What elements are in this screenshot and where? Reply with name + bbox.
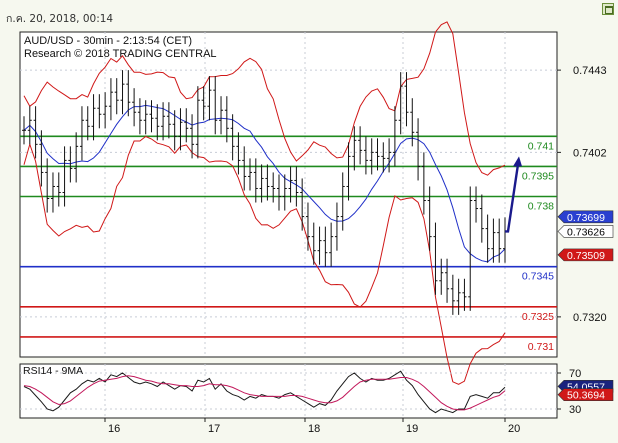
x-tick-label: 16 [108, 423, 120, 435]
price-tag-label: 0.73699 [567, 212, 605, 224]
rsi-value-label: 50.3694 [567, 390, 605, 402]
chart-subtitle: Research © 2018 TRADING CENTRAL [24, 48, 217, 60]
x-tick-label: 17 [208, 423, 220, 435]
chart-title: AUD/USD - 30min - 2:13:54 (CET) [24, 35, 192, 47]
price-tag-label: 0.73626 [567, 226, 605, 238]
rsi-plot-area [19, 363, 558, 419]
level-label: 0.7325 [522, 311, 554, 323]
main-plot-area [19, 31, 558, 358]
level-label: 0.7395 [522, 170, 554, 182]
y-tick-label: 0.7443 [573, 65, 607, 77]
rsi-tick-label: 70 [569, 368, 581, 380]
y-tick-label: 0.7402 [573, 147, 607, 159]
bollinger-lower-band [23, 135, 506, 385]
rsi-tick-label: 30 [569, 404, 581, 416]
rsi-ma-line [23, 375, 506, 411]
moving-average-line [23, 104, 506, 263]
price-tag-label: 0.73509 [567, 250, 605, 262]
maximize-icon[interactable] [602, 3, 614, 15]
timestamp-label: ก.ค. 20, 2018, 00:14 [6, 13, 114, 25]
rsi-line [23, 370, 506, 414]
level-label: 0.7345 [522, 271, 554, 283]
rsi-title: RSI14 - 9MA [23, 365, 83, 377]
y-tick-label: 0.7320 [573, 312, 607, 324]
x-tick-label: 20 [508, 423, 520, 435]
price-tag [557, 248, 614, 262]
level-label: 0.738 [528, 201, 554, 213]
forecast-arrow [505, 164, 520, 233]
rsi-value-tag [557, 388, 614, 401]
x-tick-label: 18 [308, 423, 320, 435]
price-tag [557, 225, 614, 238]
level-label: 0.731 [528, 341, 554, 353]
price-tag [557, 210, 614, 224]
forecast-arrowhead [513, 156, 522, 167]
level-label: 0.741 [528, 140, 554, 152]
x-tick-label: 19 [406, 423, 418, 435]
bollinger-upper-band [23, 21, 506, 176]
